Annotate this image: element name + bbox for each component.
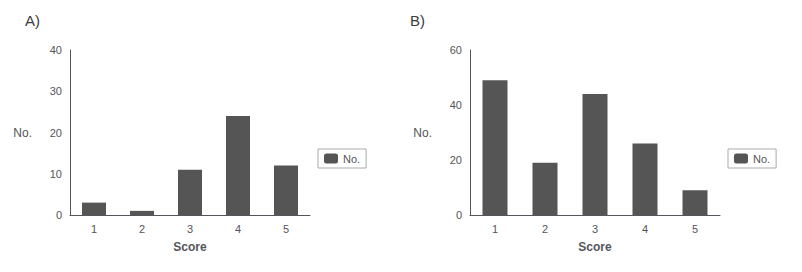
svg-text:20: 20 — [50, 127, 62, 139]
svg-text:No.: No. — [413, 126, 432, 140]
svg-text:2: 2 — [542, 223, 548, 235]
svg-text:3: 3 — [592, 223, 598, 235]
svg-text:1: 1 — [91, 223, 97, 235]
svg-text:No.: No. — [343, 153, 360, 165]
svg-text:A): A) — [25, 12, 40, 29]
svg-text:4: 4 — [642, 223, 648, 235]
svg-text:2: 2 — [139, 223, 145, 235]
svg-text:0: 0 — [456, 209, 462, 221]
svg-text:1: 1 — [492, 223, 498, 235]
svg-text:0: 0 — [56, 209, 62, 221]
svg-text:30: 30 — [50, 85, 62, 97]
svg-text:60: 60 — [450, 44, 462, 56]
svg-text:4: 4 — [235, 223, 241, 235]
svg-text:Score: Score — [578, 240, 612, 254]
svg-text:Score: Score — [173, 240, 207, 254]
svg-text:5: 5 — [283, 223, 289, 235]
svg-text:10: 10 — [50, 168, 62, 180]
svg-text:40: 40 — [450, 99, 462, 111]
svg-text:20: 20 — [450, 154, 462, 166]
svg-text:3: 3 — [187, 223, 193, 235]
svg-text:No.: No. — [753, 153, 770, 165]
svg-text:40: 40 — [50, 44, 62, 56]
svg-text:B): B) — [410, 12, 425, 29]
svg-text:No.: No. — [13, 126, 32, 140]
svg-text:5: 5 — [692, 223, 698, 235]
